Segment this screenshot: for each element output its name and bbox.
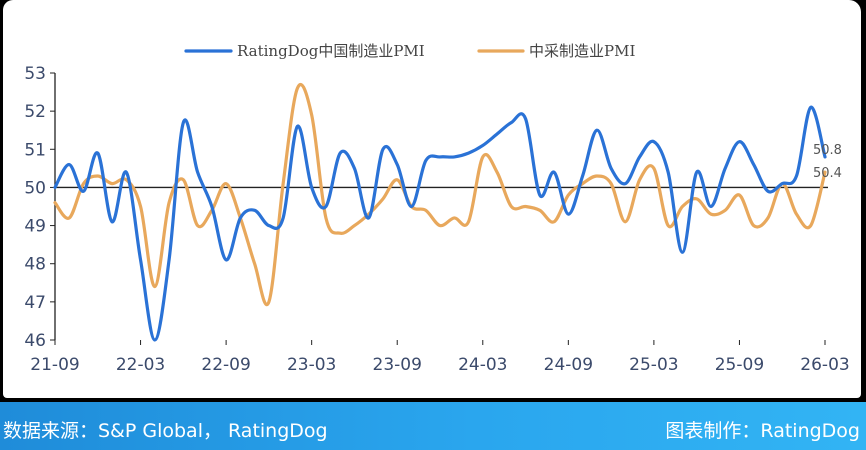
- legend-label-ratingdog: RatingDog中国制造业PMI: [237, 42, 425, 60]
- chart-credit-text: 图表制作：RatingDog: [665, 420, 860, 442]
- x-tick-label: 26-03: [800, 355, 849, 375]
- x-tick-label: 23-09: [373, 355, 422, 375]
- x-tick-label: 24-09: [544, 355, 593, 375]
- end-label-ratingdog: 50.8: [813, 143, 842, 158]
- y-tick-label: 48: [24, 255, 46, 275]
- x-tick-label: 21-09: [30, 355, 79, 375]
- x-tick-label: 22-03: [116, 355, 165, 375]
- x-tick-label: 25-03: [629, 355, 678, 375]
- y-tick-label: 51: [24, 140, 46, 160]
- end-label-nbs: 50.4: [813, 166, 842, 181]
- legend-label-nbs: 中采制造业PMI: [529, 42, 635, 60]
- series-line-nbs: [53, 82, 827, 307]
- y-tick-label: 49: [24, 217, 46, 237]
- data-source-text: 数据来源：S&P Global， RatingDog: [3, 420, 328, 442]
- x-tick-label: 24-03: [458, 355, 507, 375]
- y-tick-label: 50: [24, 178, 46, 198]
- y-tick-label: 47: [24, 293, 46, 313]
- y-tick-label: 46: [24, 331, 46, 351]
- chart-panel: 46 47 48 49 50 51 52 53 21-09 22-03 22-09 23-03 23-0…: [3, 0, 861, 398]
- series-line-ratingdog: [53, 105, 827, 342]
- y-tick-label: 52: [24, 102, 46, 122]
- pmi-line-chart: 46 47 48 49 50 51 52 53 21-09 22-03 22-09 23-03 23-0…: [24, 42, 849, 375]
- x-tick-label: 22-09: [201, 355, 250, 375]
- y-tick-label: 53: [24, 64, 46, 84]
- footer-banner: 数据来源：S&P Global， RatingDog 图表制作：RatingDo…: [0, 402, 866, 450]
- x-tick-label: 25-09: [715, 355, 764, 375]
- x-tick-label: 23-03: [287, 355, 336, 375]
